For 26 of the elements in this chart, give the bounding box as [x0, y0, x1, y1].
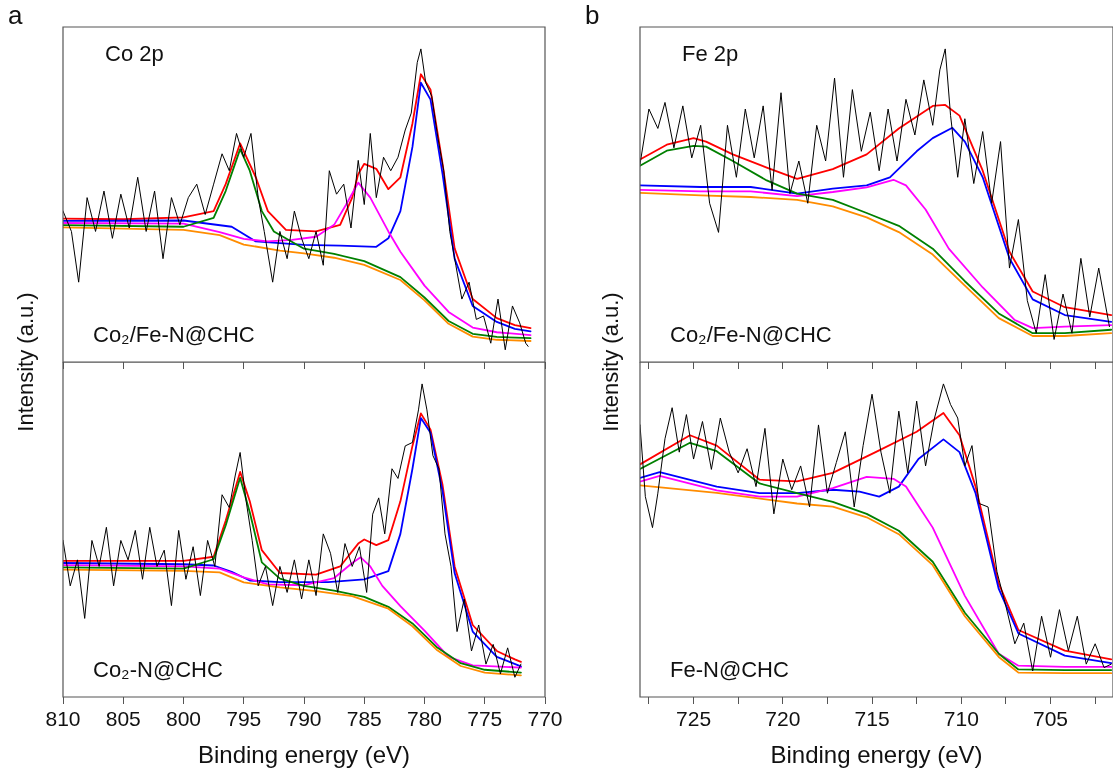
annotation: Fe-N@CHC — [670, 657, 789, 682]
x-tick-label: 800 — [165, 707, 202, 731]
x-tick-label: 715 — [854, 707, 890, 731]
x-tick-label: 790 — [286, 707, 322, 731]
x-tick-label: 795 — [226, 707, 262, 731]
x-tick-label: 780 — [406, 707, 443, 731]
annotation: Co₂-N@CHC — [93, 657, 223, 682]
chart-title: a — [8, 0, 23, 30]
x-axis-title: Binding energy (eV) — [770, 741, 983, 769]
x-axis-title: Binding energy (eV) — [197, 741, 411, 769]
x-tick-label: 770 — [527, 707, 563, 731]
x-tick-label: 710 — [943, 707, 979, 731]
x-tick-label: 775 — [467, 707, 503, 731]
x-tick-label: 705 — [1033, 707, 1069, 731]
y-axis-title: Intensity (a.u.) — [13, 292, 39, 432]
x-tick-label: 725 — [676, 707, 712, 731]
x-tick-label: 805 — [105, 707, 141, 731]
x-tick-label: 785 — [346, 707, 382, 731]
annotation: Co 2p — [105, 41, 164, 66]
x-tick-label: 810 — [45, 707, 81, 731]
chart-title: b — [585, 0, 600, 30]
x-tick-label: 720 — [765, 707, 801, 731]
annotation: Co₂/Fe-N@CHC — [93, 322, 255, 347]
y-axis-title: Intensity (a.u.) — [598, 292, 624, 432]
annotation: Co₂/Fe-N@CHC — [670, 322, 832, 347]
annotation: Fe 2p — [682, 41, 739, 66]
